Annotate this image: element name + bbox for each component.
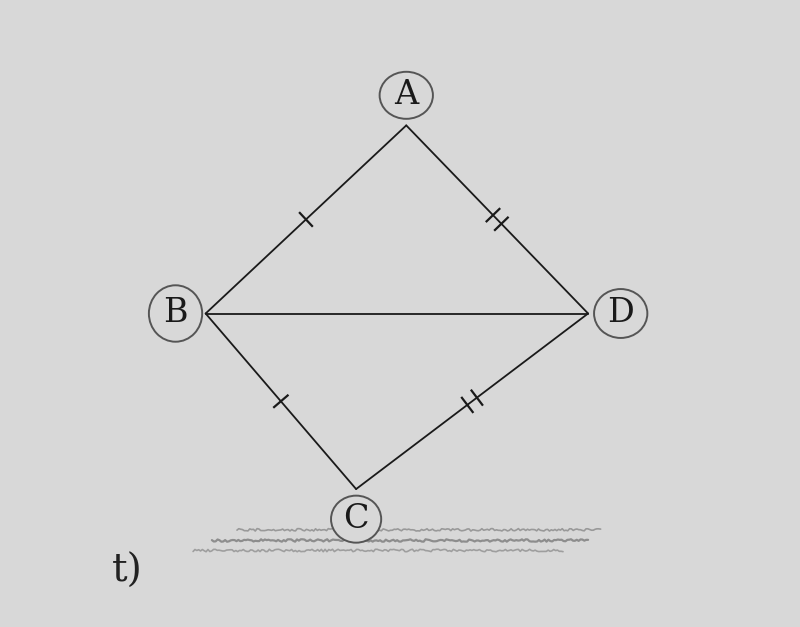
Ellipse shape (331, 495, 381, 543)
Text: B: B (163, 297, 188, 330)
Ellipse shape (149, 285, 202, 342)
Text: A: A (394, 79, 418, 112)
Ellipse shape (380, 71, 433, 119)
Text: t): t) (111, 552, 142, 589)
Text: C: C (343, 503, 369, 535)
Ellipse shape (594, 289, 647, 338)
Text: D: D (607, 297, 634, 330)
